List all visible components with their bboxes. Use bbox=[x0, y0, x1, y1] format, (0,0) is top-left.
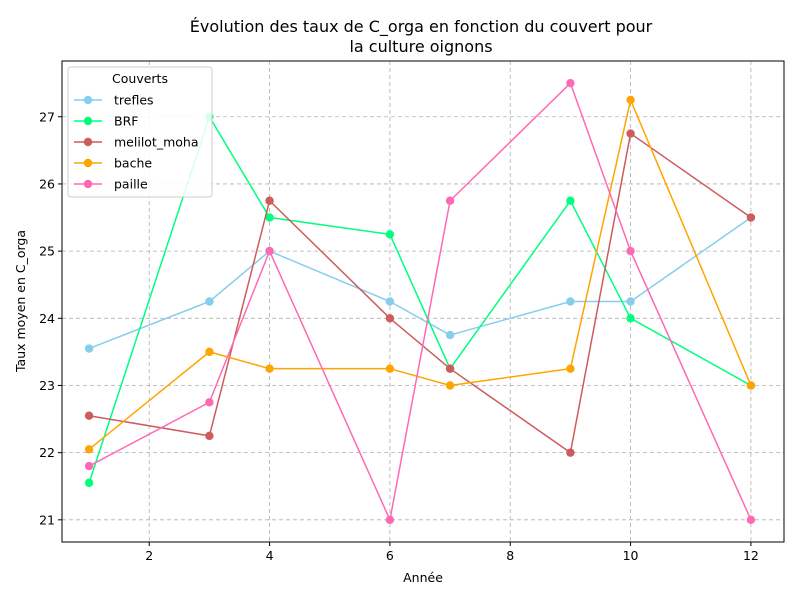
legend-marker-bache bbox=[83, 158, 93, 168]
legend-box bbox=[67, 66, 213, 198]
data-point-paille bbox=[566, 78, 575, 88]
data-point-paille bbox=[205, 398, 214, 407]
data-point-melilot-moha bbox=[205, 431, 214, 441]
legend-label-melilot-moha: melilot_moha bbox=[114, 135, 199, 150]
data-point-brf bbox=[84, 478, 94, 488]
data-point-bache bbox=[205, 347, 214, 357]
y-tick-label: 23 bbox=[39, 378, 55, 393]
x-tick-label: 10 bbox=[623, 548, 639, 563]
x-tick-label: 2 bbox=[145, 548, 153, 563]
y-tick-label: 26 bbox=[39, 176, 55, 191]
chart-title-line-1: Évolution des taux de C_orga en fonction… bbox=[190, 17, 653, 37]
data-point-bache bbox=[385, 364, 395, 373]
data-point-melilot-moha bbox=[265, 196, 274, 205]
data-point-paille bbox=[746, 515, 756, 525]
legend-label-trefles: trefles bbox=[114, 93, 154, 108]
series-line-trefles bbox=[88, 216, 752, 350]
legend-marker-trefles bbox=[83, 95, 93, 105]
data-point-paille bbox=[84, 461, 94, 471]
data-point-melilot-moha bbox=[566, 448, 575, 457]
y-tick-label: 21 bbox=[39, 512, 55, 527]
plot-frame bbox=[61, 60, 785, 543]
data-point-bache bbox=[566, 364, 575, 373]
data-point-trefles bbox=[84, 344, 94, 353]
data-point-brf bbox=[265, 213, 274, 222]
x-tick-label: 6 bbox=[386, 548, 394, 563]
x-tick-label: 12 bbox=[743, 548, 759, 563]
series-line-melilot-moha bbox=[88, 132, 752, 454]
data-point-melilot-moha bbox=[626, 129, 635, 138]
series-line-bache bbox=[88, 99, 752, 450]
data-point-melilot-moha bbox=[445, 364, 455, 373]
data-point-paille bbox=[626, 246, 635, 256]
y-tick-label: 27 bbox=[39, 109, 55, 124]
data-point-trefles bbox=[626, 297, 635, 306]
x-axis: 2 4 6 8 10 12 bbox=[145, 542, 759, 563]
legend-marker-melilot-moha bbox=[83, 137, 93, 147]
data-point-trefles bbox=[566, 297, 575, 306]
series-line-brf bbox=[88, 116, 752, 484]
legend-marker-paille bbox=[83, 179, 93, 189]
data-point-trefles bbox=[385, 297, 395, 306]
y-tick-label: 24 bbox=[39, 311, 55, 326]
data-point-brf bbox=[385, 230, 395, 239]
data-point-bache bbox=[445, 381, 455, 390]
x-axis-label: Année bbox=[403, 570, 443, 585]
data-point-trefles bbox=[205, 297, 214, 306]
data-point-bache bbox=[84, 445, 94, 454]
data-point-bache bbox=[746, 381, 756, 390]
chart-title-line-2: la culture oignons bbox=[349, 37, 492, 56]
data-point-brf bbox=[626, 314, 635, 323]
legend-label-brf: BRF bbox=[114, 114, 138, 129]
y-tick-label: 22 bbox=[39, 445, 55, 460]
data-point-melilot-moha bbox=[746, 213, 756, 222]
data-point-paille bbox=[265, 246, 274, 256]
y-axis-label: Taux moyen en C_orga bbox=[13, 230, 28, 373]
legend-title: Couverts bbox=[112, 71, 168, 86]
x-tick-label: 8 bbox=[506, 548, 514, 563]
legend-marker-brf bbox=[83, 116, 93, 126]
data-point-brf bbox=[566, 196, 575, 205]
data-point-bache bbox=[626, 95, 635, 105]
legend-label-paille: paille bbox=[114, 177, 148, 192]
data-point-bache bbox=[265, 364, 274, 373]
legend-label-bache: bache bbox=[114, 156, 152, 171]
y-axis: 21 22 23 24 25 26 27 bbox=[39, 109, 62, 527]
data-point-paille bbox=[385, 515, 395, 525]
series-line-paille bbox=[88, 82, 752, 521]
data-point-trefles bbox=[445, 330, 455, 340]
series-group bbox=[84, 78, 756, 525]
data-point-paille bbox=[445, 196, 455, 205]
data-point-melilot-moha bbox=[84, 411, 94, 420]
data-point-melilot-moha bbox=[385, 314, 395, 323]
y-tick-label: 25 bbox=[39, 244, 55, 259]
x-tick-label: 4 bbox=[266, 548, 274, 563]
